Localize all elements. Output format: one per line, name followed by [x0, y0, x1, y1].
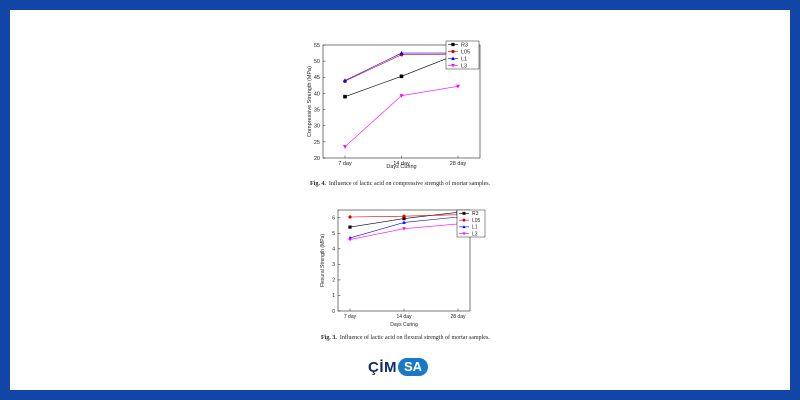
y-tick-label: 25 [314, 140, 320, 146]
data-point-L1 [343, 78, 347, 83]
legend-marker [451, 64, 455, 68]
data-point-L3 [348, 238, 352, 242]
y-tick-label: 35 [314, 107, 320, 113]
legend-marker [451, 42, 455, 47]
x-tick-label: 28 day [450, 161, 467, 167]
cimsa-logo: ÇİM SA [368, 356, 429, 378]
data-point-L3 [343, 145, 347, 149]
logo-text-cim: ÇİM [368, 358, 397, 376]
x-tick-label: 7 day [344, 314, 357, 320]
logo-text-sa: SA [398, 358, 429, 376]
figure-3-caption: Fig. 3. Influence of lactic acid on flex… [321, 335, 490, 341]
y-tick-label: 45 [314, 75, 320, 81]
figure-3-caption-label: Fig. 3. [321, 335, 337, 341]
legend-label: L05 [472, 218, 481, 224]
series-line-L3 [349, 223, 459, 240]
legend-label: L3 [461, 63, 467, 69]
y-tick-label: 2 [332, 278, 335, 284]
figure-4-caption-label: Fig. 4. [310, 181, 326, 187]
chart-1-group: 0 1 2 3 4 5 6 7 day 14 day 28 day Days Curing Flexu… [320, 209, 486, 328]
data-point-R3 [402, 216, 406, 221]
x-axis-label: Days Curing [386, 164, 416, 170]
legend-label: L05 [461, 49, 470, 55]
data-point-L1 [399, 50, 404, 55]
x-tick-label: 14 day [396, 314, 412, 320]
y-tick-label: 0 [332, 309, 335, 315]
legend-label: R3 [461, 42, 468, 48]
y-tick-label: 30 [314, 124, 320, 130]
legend-label: L1 [472, 225, 478, 231]
data-point-R3 [399, 74, 404, 79]
data-point-L1 [402, 220, 406, 224]
content-frame [10, 10, 790, 390]
legend-label: L1 [461, 56, 467, 62]
legend-marker [462, 211, 466, 215]
legend-box [456, 209, 486, 238]
y-tick-label: 3 [332, 262, 335, 268]
legend-marker [451, 49, 455, 54]
data-point-L3 [402, 227, 406, 231]
y-tick-label: 4 [332, 247, 335, 253]
figure-4-caption: Fig. 4. Influence of lactic acid on comp… [310, 181, 490, 187]
plot-frame [337, 209, 471, 312]
data-point-R3 [343, 94, 347, 99]
x-tick-label: 14 day [393, 161, 410, 167]
y-tick-label: 1 [332, 293, 335, 299]
y-tick-label: 5 [332, 231, 335, 237]
legend-label: R3 [472, 211, 479, 217]
data-point-L3 [399, 94, 404, 98]
x-tick-label: 7 day [338, 161, 352, 167]
data-point-L05 [402, 214, 406, 218]
data-point-L05 [348, 215, 352, 219]
figure-3-caption-text: Influence of lactic acid on flexural str… [339, 335, 490, 341]
y-axis-label: Compressive Strength (MPa) [307, 66, 313, 137]
y-tick-label: 6 [332, 216, 335, 222]
x-tick-label: 28 day [450, 314, 466, 320]
legend-label: L3 [472, 231, 478, 237]
x-axis-label: Days Curing [390, 322, 418, 328]
data-point-L3 [456, 84, 460, 89]
y-tick-label: 20 [314, 156, 320, 162]
legend-marker [451, 56, 455, 60]
chart-0-group: 20 25 30 35 40 45 50 55 7 day 14 day 28 day Days Cu… [307, 40, 481, 170]
y-axis-label: Flexural Strength (MPa) [320, 234, 326, 287]
figure-4-caption-text: Influence of lactic acid on compressive … [328, 181, 491, 187]
y-tick-label: 40 [314, 91, 320, 97]
data-point-R3 [348, 225, 352, 229]
legend-marker [462, 225, 466, 229]
legend-marker [462, 232, 466, 236]
y-tick-label: 55 [314, 43, 320, 49]
legend-marker [462, 218, 466, 222]
y-tick-label: 50 [314, 59, 320, 65]
